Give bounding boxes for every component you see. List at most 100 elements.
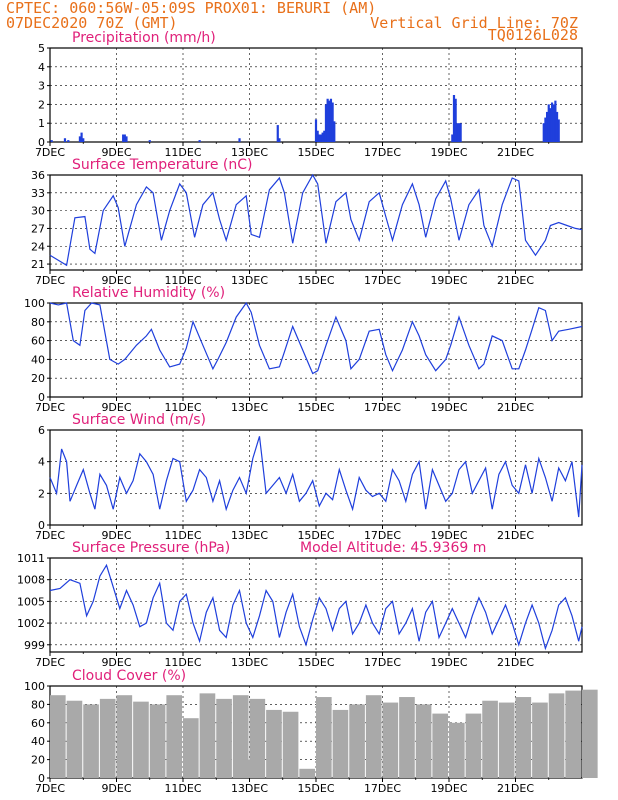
data-bar	[122, 134, 125, 142]
x-tick-label: 19DEC	[430, 782, 467, 795]
data-bar	[78, 136, 82, 142]
y-tick-label: 20	[31, 754, 45, 767]
data-bar	[149, 704, 166, 778]
data-bar	[415, 704, 432, 778]
x-tick-label: 15DEC	[297, 146, 334, 159]
data-bar	[166, 695, 183, 778]
y-tick-label: 2	[38, 98, 45, 111]
data-bar	[555, 111, 559, 142]
x-tick-label: 17DEC	[364, 401, 401, 414]
data-bar	[80, 132, 83, 142]
data-bar	[498, 702, 515, 778]
x-tick-label: 11DEC	[164, 529, 201, 542]
x-tick-label: 21DEC	[497, 529, 534, 542]
y-tick-label: 0	[38, 772, 45, 785]
x-tick-label: 19DEC	[430, 401, 467, 414]
panel-title: Cloud Cover (%)	[72, 668, 186, 684]
data-bar	[318, 134, 321, 142]
x-tick-label: 21DEC	[497, 274, 534, 287]
data-bar	[349, 704, 365, 778]
x-tick-label: 15DEC	[297, 529, 334, 542]
x-tick-label: 11DEC	[164, 274, 201, 287]
y-tick-label: 999	[24, 639, 45, 652]
x-tick-label: 17DEC	[364, 782, 401, 795]
data-bar	[432, 713, 449, 778]
y-tick-label: 1	[38, 117, 45, 130]
data-bar	[332, 709, 349, 778]
data-bar	[399, 697, 415, 778]
data-bar	[482, 700, 498, 778]
panel-4: 999 1002 1005 1008 1011 7DEC 9DEC 11DEC 13DEC 15D…	[17, 540, 583, 669]
x-tick-label: 9DEC	[101, 529, 131, 542]
data-bar	[545, 111, 549, 142]
data-bar	[542, 123, 545, 142]
x-tick-label: 9DEC	[101, 274, 131, 287]
panel-title: Surface Pressure (hPa)	[72, 540, 230, 556]
y-tick-label: 24	[31, 240, 45, 253]
x-tick-label: 21DEC	[497, 146, 534, 159]
x-tick-label: 7DEC	[35, 401, 65, 414]
x-tick-label: 9DEC	[101, 782, 131, 795]
panel-2: 0 20 40 60 80 100 7DEC 9DEC 11DEC 13DEC 15DEC 17DEC…	[24, 285, 583, 414]
x-tick-label: 11DEC	[164, 656, 201, 669]
header-line1: CPTEC: 060:56W-05:09S PROX01: BERURI (AM…	[6, 0, 376, 17]
data-bar	[331, 102, 334, 142]
data-bar	[456, 123, 459, 142]
y-tick-label: 40	[31, 735, 45, 748]
data-bar	[324, 104, 328, 142]
data-bar	[216, 698, 232, 778]
y-tick-label: 100	[24, 297, 45, 310]
panel-title: Precipitation (mm/h)	[72, 30, 216, 46]
x-tick-label: 21DEC	[497, 782, 534, 795]
y-tick-label: 0	[38, 136, 45, 149]
data-bar	[550, 102, 554, 142]
y-tick-label: 30	[31, 205, 45, 218]
y-tick-label: 1005	[17, 595, 45, 608]
y-tick-label: 3	[38, 80, 45, 93]
y-tick-label: 6	[38, 424, 45, 437]
y-tick-label: 100	[24, 680, 45, 693]
x-tick-label: 9DEC	[101, 146, 131, 159]
data-bar	[232, 695, 249, 778]
chart-panels: 0 1 2 3 4 5 7DEC 9DEC 11DEC 13DEC 15DEC 17DEC 19DEC 2…	[17, 30, 598, 795]
y-tick-label: 36	[31, 169, 45, 182]
x-tick-label: 19DEC	[430, 529, 467, 542]
panel-subtitle: Model Altitude: 45.9369 m	[300, 540, 486, 556]
data-bar	[125, 136, 128, 142]
data-bar	[532, 702, 548, 778]
y-tick-label: 20	[31, 372, 45, 385]
data-bar	[314, 119, 318, 142]
data-bar	[326, 98, 329, 142]
x-tick-label: 7DEC	[35, 656, 65, 669]
data-bar	[547, 104, 550, 142]
data-bar	[299, 768, 316, 778]
panel-5: 0 20 40 60 80 100 7DEC 9DEC 11DEC 13DEC 15DEC 17DEC…	[24, 668, 598, 795]
data-bar	[123, 134, 126, 142]
data-bar	[82, 138, 85, 142]
data-bar	[116, 695, 133, 778]
y-tick-label: 21	[31, 258, 45, 271]
data-bar	[544, 117, 547, 142]
header-grid-line: Vertical Grid Line: 70Z	[370, 14, 578, 32]
data-bar	[365, 695, 382, 778]
x-tick-label: 15DEC	[297, 274, 334, 287]
data-bar	[276, 125, 279, 142]
x-tick-label: 7DEC	[35, 529, 65, 542]
panel-title: Surface Temperature (nC)	[72, 157, 253, 173]
data-bar	[316, 130, 319, 142]
x-tick-label: 19DEC	[430, 274, 467, 287]
panel-title: Surface Wind (m/s)	[72, 412, 206, 428]
series-line	[49, 173, 583, 267]
x-tick-label: 19DEC	[430, 146, 467, 159]
x-tick-label: 17DEC	[364, 656, 401, 669]
header-model-code: TQ0126L028	[488, 26, 578, 44]
y-tick-label: 4	[38, 456, 45, 469]
x-tick-label: 13DEC	[231, 782, 268, 795]
data-bar	[63, 138, 67, 142]
data-bar	[548, 693, 565, 778]
y-tick-label: 5	[38, 42, 45, 55]
data-bar	[249, 698, 266, 778]
x-tick-label: 21DEC	[497, 656, 534, 669]
x-tick-label: 17DEC	[364, 529, 401, 542]
data-bar	[323, 130, 326, 142]
